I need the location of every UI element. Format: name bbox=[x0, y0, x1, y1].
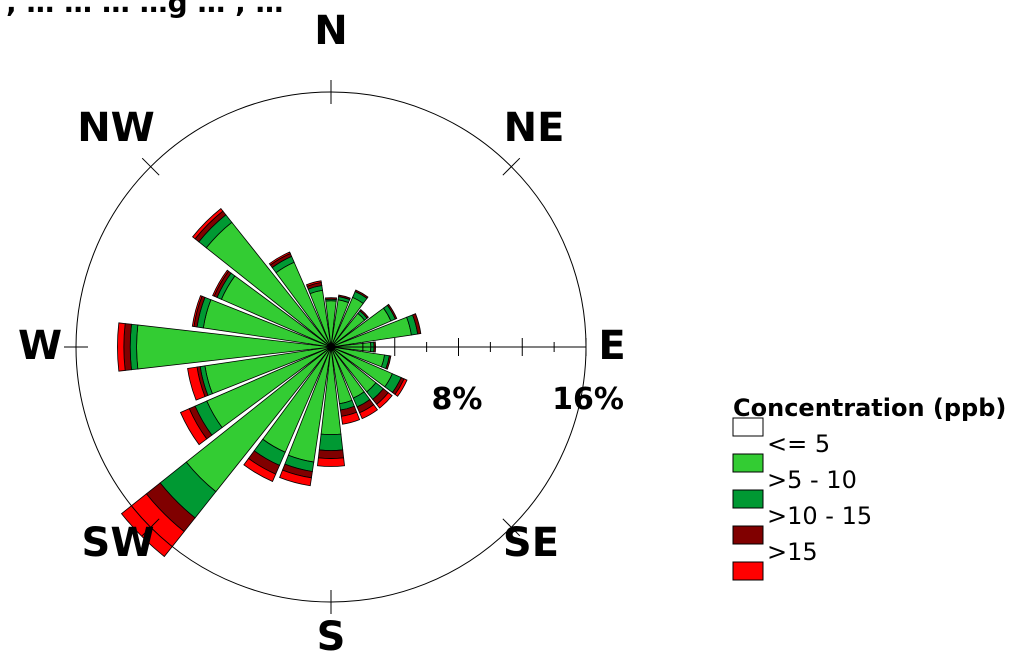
sector-315-bin-4 bbox=[191, 207, 224, 240]
direction-label-s: S bbox=[317, 614, 346, 652]
sector-165-bin-4 bbox=[340, 411, 361, 425]
sector-270-bin-4 bbox=[117, 322, 126, 372]
direction-label-se: SE bbox=[503, 520, 559, 566]
direction-label-e: E bbox=[598, 323, 625, 369]
sector-240-bin-4 bbox=[179, 408, 208, 446]
legend-swatch-0 bbox=[732, 417, 764, 437]
radial-tick-label: 16% bbox=[552, 382, 624, 417]
compass-tick bbox=[502, 518, 521, 537]
legend-label-0: <= 5 bbox=[767, 430, 830, 458]
radial-tick-label: 8% bbox=[432, 382, 483, 417]
direction-label-n: N bbox=[314, 8, 347, 54]
legend-label-2: >10 - 15 bbox=[767, 502, 872, 530]
sector-120-bin-4 bbox=[394, 378, 408, 397]
sector-15-bin-3 bbox=[338, 294, 351, 301]
legend-swatch-4 bbox=[732, 561, 764, 581]
sector-45-bin-3 bbox=[359, 309, 369, 319]
sector-135-bin-4 bbox=[376, 392, 393, 409]
compass-tick bbox=[141, 157, 160, 176]
direction-label-ne: NE bbox=[504, 105, 565, 151]
sector-300-bin-4 bbox=[212, 269, 230, 297]
sector-195-bin-4 bbox=[279, 469, 312, 487]
sector-180-bin-4 bbox=[317, 457, 345, 467]
sector-270-bin-2 bbox=[129, 323, 139, 371]
direction-label-nw: NW bbox=[77, 105, 155, 151]
chart-title-fragment: , … … … …g … , … bbox=[6, 0, 284, 19]
sector-210-bin-4 bbox=[243, 457, 277, 482]
legend-swatch-3 bbox=[732, 525, 764, 545]
sector-255-bin-4 bbox=[187, 366, 206, 401]
sector-270-bin-3 bbox=[123, 323, 132, 371]
sector-330-bin-4 bbox=[268, 251, 291, 266]
direction-label-w: W bbox=[18, 323, 62, 369]
sector-285-bin-4 bbox=[191, 295, 203, 327]
sector-105-bin-3 bbox=[385, 355, 392, 370]
sector-75-bin-3 bbox=[412, 313, 422, 335]
legend-swatch-2 bbox=[732, 489, 764, 509]
axis-layer: 8% 16% N NE E SE S SW W NW bbox=[18, 8, 626, 652]
sector-150-bin-4 bbox=[359, 404, 379, 420]
compass-tick bbox=[502, 157, 521, 176]
sector-345-bin-4 bbox=[305, 280, 322, 287]
sector-30-bin-3 bbox=[354, 289, 369, 299]
legend-label-3: >15 bbox=[767, 538, 818, 566]
legend-label-1: >5 - 10 bbox=[767, 466, 857, 494]
title-layer: , … … … …g … , … bbox=[6, 0, 284, 19]
sector-0-bin-3 bbox=[324, 297, 338, 300]
rose-layer bbox=[117, 207, 422, 558]
sector-60-bin-3 bbox=[386, 303, 398, 320]
sector-180-bin-2 bbox=[318, 433, 344, 451]
sector-180-bin-3 bbox=[317, 449, 345, 459]
compass-tick bbox=[141, 518, 160, 537]
legend-title: Concentration (ppb) bbox=[733, 394, 1006, 422]
direction-label-sw: SW bbox=[82, 520, 155, 566]
legend-swatch-1 bbox=[732, 453, 764, 473]
legend: Concentration (ppb) <= 5 >5 - 10 >10 - 15 >… bbox=[732, 394, 1006, 581]
